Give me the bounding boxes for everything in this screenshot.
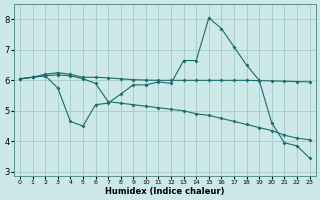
X-axis label: Humidex (Indice chaleur): Humidex (Indice chaleur) (105, 187, 225, 196)
